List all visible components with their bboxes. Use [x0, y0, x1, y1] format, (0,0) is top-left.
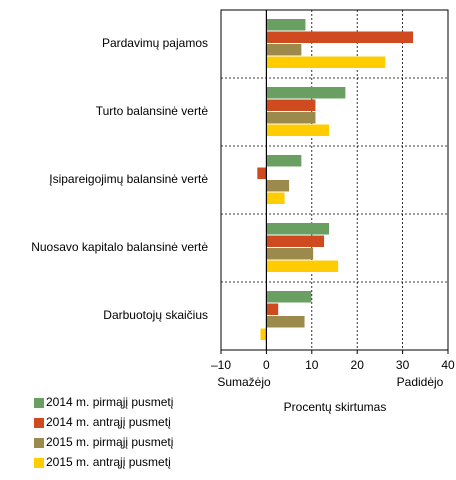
x-tick-label: 20: [351, 358, 365, 372]
category-label: Nuosavo kapitalo balansinė vertė: [31, 240, 208, 254]
bar: [266, 316, 305, 328]
bar: [266, 31, 414, 43]
bar: [266, 291, 312, 303]
x-tick-label: 0: [263, 358, 270, 372]
bar: [266, 155, 302, 167]
legend-label: 2014 m. antrąjį pusmetį: [46, 415, 171, 429]
bar: [266, 56, 386, 68]
x-tick-label: –10: [211, 358, 231, 372]
annotation: Sumažėjo: [217, 375, 271, 389]
x-tick-label: 30: [396, 358, 410, 372]
bar: [266, 235, 325, 247]
legend-swatch: [34, 438, 44, 448]
category-label: Pardavimų pajamos: [102, 36, 208, 50]
category-label: Įsipareigojimų balansinė vertė: [49, 172, 208, 186]
annotation: Padidėjo: [397, 375, 444, 389]
category-label: Darbuotojų skaičius: [103, 308, 208, 322]
legend-label: 2014 m. pirmąjį pusmetį: [46, 395, 174, 409]
bar: [266, 99, 316, 111]
bar: [266, 180, 290, 192]
bar: [266, 260, 339, 272]
x-tick-label: 10: [305, 358, 319, 372]
bar: [266, 192, 285, 204]
bar: [266, 112, 316, 124]
bar: [257, 167, 267, 179]
bar: [266, 248, 314, 260]
bar: [266, 87, 346, 99]
bar: [266, 303, 279, 315]
x-tick-label: 40: [441, 358, 455, 372]
legend-label: 2015 m. antrąjį pusmetį: [46, 455, 171, 469]
bar: [266, 44, 302, 56]
bar: [266, 124, 330, 136]
category-label: Turto balansinė vertė: [96, 104, 209, 118]
legend-label: 2015 m. pirmąjį pusmetį: [46, 435, 174, 449]
bar: [260, 328, 267, 340]
bar: [266, 223, 330, 235]
legend-swatch: [34, 458, 44, 468]
legend-swatch: [34, 398, 44, 408]
bar: [266, 19, 306, 31]
x-axis-label: Procentų skirtumas: [284, 400, 387, 414]
plot-frame: [220, 9, 449, 351]
legend-swatch: [34, 418, 44, 428]
